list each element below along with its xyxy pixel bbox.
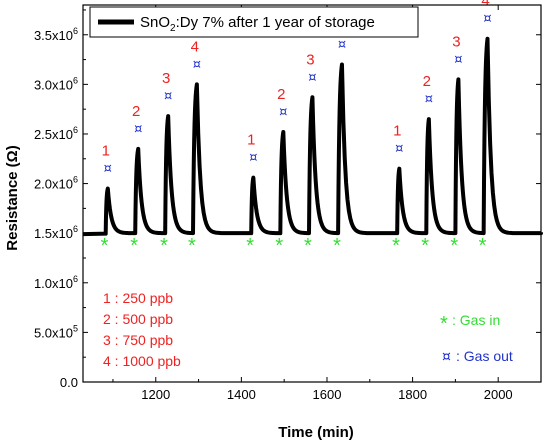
gas-in-marker: * bbox=[479, 235, 487, 257]
gas-in-marker: * bbox=[450, 235, 458, 257]
resistance-curve-layer bbox=[82, 36, 543, 237]
gas-out-marker: ¤ bbox=[279, 105, 287, 120]
concentration-item-4: 4 : 1000 ppb bbox=[103, 353, 181, 369]
gas-in-marker: * bbox=[160, 235, 168, 257]
legend-label: SnO2:Dy 7% after 1 year of storage bbox=[140, 14, 375, 34]
y-tick-label: 1.5x106 bbox=[34, 224, 78, 241]
pulse-concentration-label: 2 bbox=[132, 103, 140, 120]
x-tick-label: 2000 bbox=[484, 387, 513, 402]
y-tick-label: 3.0x106 bbox=[34, 75, 78, 92]
gas-out-marker: ¤ bbox=[193, 57, 201, 72]
gas-out-marker: ¤ bbox=[425, 92, 433, 107]
pulse-concentration-label: 3 bbox=[452, 33, 460, 50]
gas-in-key-label: : Gas in bbox=[452, 312, 500, 328]
gas-in-marker: * bbox=[101, 235, 109, 257]
gas-out-key-symbol: ¤ bbox=[442, 349, 451, 365]
y-tick-label: 1.0x106 bbox=[34, 274, 78, 291]
x-tick-label: 1400 bbox=[227, 387, 256, 402]
gas-in-marker: * bbox=[246, 235, 254, 257]
gas-out-marker: ¤ bbox=[249, 151, 257, 166]
gas-out-key-label: : Gas out bbox=[456, 348, 513, 364]
legend-box bbox=[89, 6, 419, 38]
x-tick-label: 1600 bbox=[313, 387, 342, 402]
gas-marker-layer: * ¤ * ¤ * ¤ * ¤ * ¤ * ¤ * ¤ * ¤ * ¤ * ¤ * ¤ * ¤ bbox=[101, 12, 492, 257]
pulse-concentration-label: 1 bbox=[102, 143, 110, 160]
gas-out-marker: ¤ bbox=[338, 38, 346, 53]
plot-frame bbox=[82, 4, 542, 383]
gas-in-marker: * bbox=[188, 235, 196, 257]
gas-in-marker: * bbox=[304, 235, 312, 257]
axes: 1200 1400 1600 1800 2000 0.0 5.0x105 1.0x106 1.5… bbox=[34, 4, 542, 402]
x-tick-label: 1800 bbox=[398, 387, 427, 402]
pulse-concentration-label: 2 bbox=[277, 86, 285, 103]
gas-out-marker: ¤ bbox=[134, 122, 142, 137]
resistance-series-line bbox=[82, 36, 543, 237]
legend: SnO2:Dy 7% after 1 year of storage bbox=[89, 6, 419, 38]
gas-out-marker: ¤ bbox=[454, 52, 462, 67]
gas-in-marker: * bbox=[392, 235, 400, 257]
y-tick-label: 3.5x106 bbox=[34, 26, 78, 43]
y-tick-label: 0.0 bbox=[60, 375, 78, 390]
gas-in-marker: * bbox=[421, 235, 429, 257]
gas-in-marker: * bbox=[333, 235, 341, 257]
gas-out-marker: ¤ bbox=[308, 70, 316, 85]
gas-out-marker: ¤ bbox=[395, 142, 403, 157]
pulse-concentration-label: 1 bbox=[247, 132, 255, 149]
gas-in-key-symbol: * bbox=[440, 313, 448, 335]
y-tick-label: 2.5x106 bbox=[34, 125, 78, 142]
y-tick-label: 2.0x106 bbox=[34, 175, 78, 192]
x-tick-label: 1200 bbox=[141, 387, 170, 402]
gas-out-marker: ¤ bbox=[483, 12, 491, 27]
gas-out-marker: ¤ bbox=[104, 162, 112, 177]
pulse-concentration-label: 3 bbox=[162, 70, 170, 87]
concentration-item-1: 1 : 250 ppb bbox=[103, 290, 173, 306]
gas-in-marker: * bbox=[130, 235, 138, 257]
concentration-key: 1 : 250 ppb 2 : 500 ppb 3 : 750 ppb 4 : … bbox=[103, 290, 181, 369]
x-axis-title: Time (min) bbox=[278, 424, 354, 441]
pulse-concentration-label: 3 bbox=[306, 51, 314, 68]
pulse-concentration-label: 4 bbox=[191, 38, 199, 55]
gas-in-marker: * bbox=[275, 235, 283, 257]
y-axis-title: Resistance (Ω) bbox=[4, 145, 21, 250]
y-tick-label: 5.0x105 bbox=[34, 323, 78, 340]
gas-key: * : Gas in ¤ : Gas out bbox=[440, 312, 513, 365]
pulse-concentration-label: 1 bbox=[393, 123, 401, 140]
pulse-concentration-label: 2 bbox=[423, 73, 431, 90]
concentration-item-3: 3 : 750 ppb bbox=[103, 332, 173, 348]
gas-out-marker: ¤ bbox=[164, 89, 172, 104]
concentration-item-2: 2 : 500 ppb bbox=[103, 311, 173, 327]
